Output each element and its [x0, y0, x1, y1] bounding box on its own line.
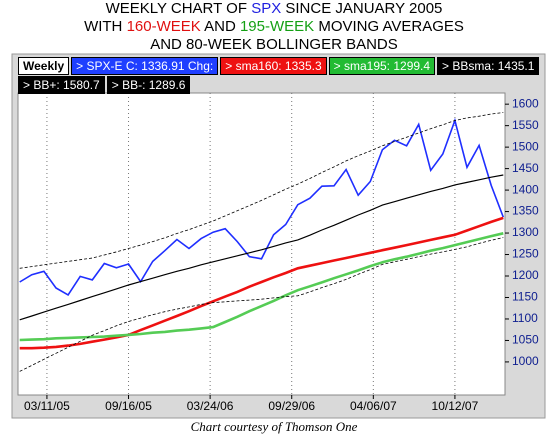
y-tick-label: 1500 [512, 139, 539, 153]
y-tick-label: 1050 [512, 333, 539, 347]
x-tick-label: 04/06/07 [350, 399, 397, 413]
x-tick-label: 09/29/06 [268, 399, 315, 413]
info-box: > SPX-E C: 1336.91 Chg: [71, 57, 219, 75]
series-line [19, 237, 504, 372]
plot-area [17, 92, 506, 396]
info-box: Weekly [18, 57, 70, 75]
y-tick-label: 1450 [512, 161, 539, 175]
title-part: 160-WEEK [126, 18, 201, 35]
series-line [19, 117, 505, 296]
x-tick-label: 10/12/07 [432, 399, 479, 413]
title-part: SINCE JANUARY 2005 [285, 0, 443, 17]
title: WEEKLY CHART OF SPX SINCE JANUARY 2005 WI… [0, 0, 548, 54]
info-box: > BB-: 1289.6 [106, 76, 191, 94]
y-tick-label: 1150 [512, 290, 538, 304]
title-line: WEEKLY CHART OF SPX SINCE JANUARY 2005 [0, 0, 548, 18]
info-box: > BBsma: 1435.1 [437, 57, 540, 75]
title-line: AND 80-WEEK BOLLINGER BANDS [0, 36, 548, 54]
title-part: AND 80-WEEK BOLLINGER BANDS [150, 36, 398, 53]
info-bar: Weekly > SPX-E C: 1336.91 Chg: > sma160: 1… [18, 57, 540, 95]
info-row: > BB+: 1580.7 > BB-: 1289.6 [18, 76, 538, 94]
y-tick-label: 1400 [512, 182, 539, 196]
title-part: WITH [84, 18, 123, 35]
y-tick-label: 1550 [512, 118, 539, 132]
y-tick-label: 1300 [512, 225, 539, 239]
y-tick-label: 1350 [512, 204, 539, 218]
y-tick-label: 1200 [512, 268, 539, 282]
y-tick-label: 1250 [512, 247, 539, 261]
title-part: MOVING AVERAGES [318, 18, 464, 35]
info-box: > sma160: 1335.3 [220, 57, 327, 75]
y-tick-label: 1100 [512, 311, 538, 325]
title-part: WEEKLY CHART OF [105, 0, 248, 17]
info-box: > sma195: 1299.4 [328, 57, 436, 75]
series-line [19, 174, 504, 321]
title-part: AND [204, 18, 236, 35]
title-part: 195-WEEK [239, 18, 315, 35]
title-line: WITH 160-WEEK AND 195-WEEK MOVING AVERAG… [0, 18, 548, 36]
footer: Chart courtesy of Thomson One [190, 419, 358, 434]
y-tick-label: 1600 [512, 96, 539, 110]
y-tick-label: 1000 [512, 354, 539, 368]
series-line [19, 216, 504, 350]
series-line [19, 232, 504, 342]
title-part: SPX [251, 0, 282, 17]
info-box: > BB+: 1580.7 [18, 76, 105, 94]
x-tick-label: 09/16/05 [105, 399, 152, 413]
series-line [19, 112, 504, 269]
info-row: Weekly > SPX-E C: 1336.91 Chg: > sma160: 1… [18, 57, 540, 75]
x-tick-label: 03/24/06 [187, 399, 234, 413]
x-tick-label: 03/11/05 [24, 399, 70, 413]
